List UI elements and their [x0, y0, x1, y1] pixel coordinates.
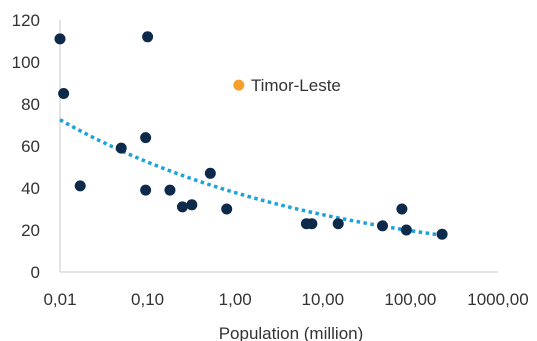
axes	[59, 20, 498, 273]
x-tick-label: 100,00	[384, 290, 436, 309]
data-point	[54, 33, 66, 45]
data-point	[142, 31, 154, 43]
highlight-data-point	[233, 79, 245, 91]
data-point	[396, 203, 408, 215]
y-tick-label: 60	[21, 137, 40, 156]
data-point	[140, 184, 152, 196]
data-point	[186, 199, 198, 211]
data-point	[306, 218, 318, 230]
x-tick-label: 10,00	[302, 290, 345, 309]
data-point	[164, 184, 176, 196]
y-tick-label: 20	[21, 221, 40, 240]
trendline	[59, 118, 443, 237]
x-tick-label: 0,01	[43, 290, 76, 309]
data-point	[436, 228, 448, 240]
data-point	[176, 201, 188, 213]
annotations: Timor-Leste	[233, 76, 341, 95]
data-point	[400, 224, 412, 236]
data-point	[221, 203, 233, 215]
data-point	[140, 132, 152, 144]
data-points	[54, 31, 448, 240]
y-tick-labels: 0 20 40 60 80 100 120	[12, 11, 40, 282]
y-tick-label: 40	[21, 179, 40, 198]
y-tick-label: 120	[12, 11, 40, 30]
x-tick-label: 0,10	[131, 290, 164, 309]
data-point	[58, 88, 70, 99]
point-label: Timor-Leste	[251, 76, 341, 95]
x-tick-labels: 0,01 0,10 1,00 10,00 100,00 1000,00	[43, 290, 528, 309]
x-tick-label: 1,00	[219, 290, 252, 309]
data-point	[376, 220, 388, 232]
x-axis-title: Population (million)	[219, 324, 364, 341]
data-point	[115, 142, 127, 154]
y-tick-label: 80	[21, 95, 40, 114]
data-point	[204, 167, 216, 179]
data-point	[332, 218, 344, 230]
y-tick-label: 100	[12, 53, 40, 72]
data-point	[74, 180, 86, 192]
x-tick-label: 1000,00	[467, 290, 528, 309]
y-tick-label: 0	[31, 263, 40, 282]
